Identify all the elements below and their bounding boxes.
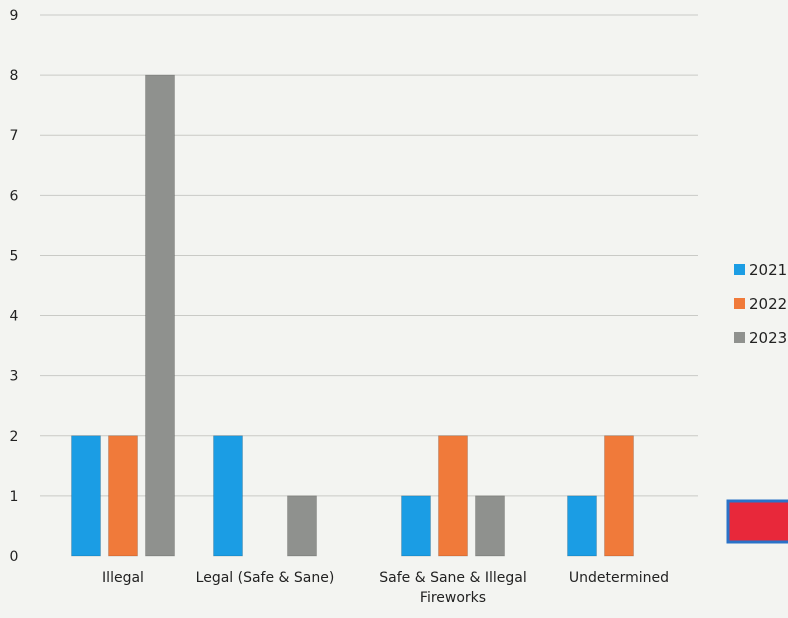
bar-2021-3	[567, 495, 597, 557]
bar-2023-0	[145, 74, 175, 557]
legend-label-2023: 2023	[749, 329, 787, 347]
y-tick-label: 5	[10, 248, 19, 264]
red-box-decoration	[726, 499, 788, 544]
legend-swatch-2021	[734, 264, 745, 275]
y-tick-label: 9	[10, 8, 19, 24]
y-axis-ticks: 0 1 2 3 4 5 6 7 8 9	[10, 8, 19, 565]
y-tick-label: 8	[10, 68, 19, 84]
y-tick-label: 7	[10, 128, 19, 144]
y-tick-label: 2	[10, 429, 19, 445]
y-tick-label: 4	[10, 309, 19, 325]
x-axis-categories: Illegal Legal (Safe & Sane) Safe & Sane & …	[102, 570, 669, 606]
legend-label-2022: 2022	[749, 295, 787, 313]
legend: 2021 2022 2023	[734, 261, 787, 347]
bar-2023-1	[287, 495, 317, 557]
bar-2021-2	[401, 495, 431, 557]
y-tick-label: 1	[10, 489, 19, 505]
bars	[71, 74, 634, 557]
x-category-label: Legal (Safe & Sane)	[196, 570, 335, 586]
y-tick-label: 6	[10, 188, 19, 204]
y-tick-label: 0	[10, 549, 19, 565]
bar-2023-2	[475, 495, 505, 557]
bar-2021-1	[213, 435, 243, 557]
x-category-label: Fireworks	[420, 590, 486, 606]
decoration	[726, 499, 788, 544]
bar-2022-2	[438, 435, 468, 557]
bar-2021-0	[71, 435, 101, 557]
x-category-label: Illegal	[102, 570, 144, 586]
x-category-label: Safe & Sane & Illegal	[379, 570, 526, 586]
legend-swatch-2022	[734, 298, 745, 309]
legend-label-2021: 2021	[749, 261, 787, 279]
legend-swatch-2023	[734, 332, 745, 343]
bar-2022-3	[604, 435, 634, 557]
bar-2022-0	[108, 435, 138, 557]
x-category-label: Undetermined	[569, 570, 669, 586]
y-tick-label: 3	[10, 369, 19, 385]
gridlines	[40, 14, 698, 497]
